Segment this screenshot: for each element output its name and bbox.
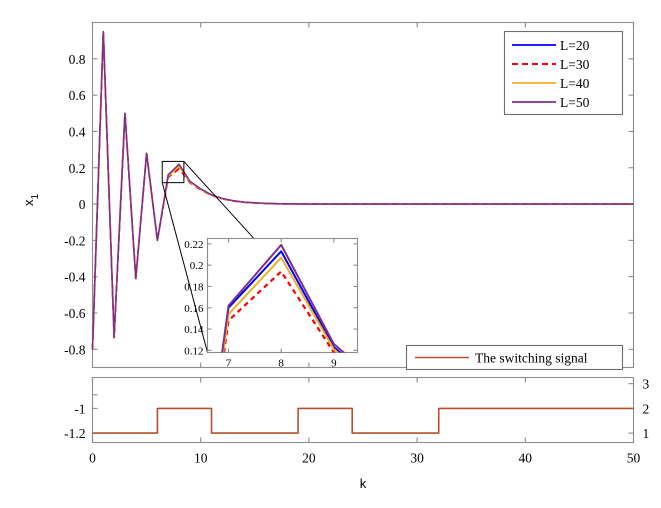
svg-text:x1: x1: [21, 194, 41, 207]
main-axes-frame: [91, 21, 635, 369]
y-axis-label-sub: 1: [30, 194, 41, 200]
main-y-tick-label: -0.4: [64, 270, 86, 285]
magnifier-source-box: [161, 160, 185, 184]
switching-left-tick-labels: -1 -1.2: [64, 401, 85, 441]
switching-right-tick-label: 3: [643, 377, 650, 392]
main-y-tick-label: -0.8: [64, 342, 86, 357]
main-y-tick-labels: 0.8 0.6 0.4 0.2 0 -0.2 -0.4 -0.6 -0.8: [64, 52, 86, 358]
inset-y-tick-label: 0.16: [184, 303, 204, 315]
main-y-axis-label: x1: [21, 194, 41, 207]
main-legend-entries: L=20 L=30 L=40 L=50: [512, 38, 590, 110]
inset-y-tick-label: 0.14: [184, 324, 204, 336]
inset-y-tick-label: 0.22: [184, 239, 203, 251]
switching-right-tick-label: 2: [643, 401, 650, 416]
inset-y-tick-label: 0.18: [184, 281, 204, 293]
switching-x-tick-label: 40: [519, 451, 533, 466]
main-y-tick-label: 0.8: [69, 52, 86, 67]
legend-label-l-50: L=50: [560, 95, 590, 110]
inset-x-tick-label: 8: [278, 358, 284, 370]
inset-x-tick-label: 9: [331, 358, 337, 370]
switching-axes-frame: [91, 376, 635, 444]
switching-right-tick-labels: 1 2 3: [643, 377, 650, 441]
main-legend[interactable]: L=20 L=30 L=40 L=50: [503, 30, 624, 116]
legend-label-l-30: L=30: [560, 57, 590, 72]
main-series-l-50: [91, 30, 634, 350]
switching-left-tick-label: -1.2: [64, 426, 85, 441]
switching-x-tick-labels: 0 10 20 30 40 50: [89, 451, 640, 466]
y-axis-label-base: x: [21, 199, 36, 206]
main-axes: 0.8 0.6 0.4 0.2 0 -0.2 -0.4 -0.6 -0.8: [64, 21, 635, 369]
switching-x-tick-label: 0: [89, 451, 96, 466]
switching-left-tick-label: -1: [74, 401, 85, 416]
inset-axes-frame: [206, 237, 359, 354]
switching-x-tick-label: 30: [410, 451, 424, 466]
switching-x-tick-label: 20: [302, 451, 316, 466]
switching-x-tick-label: 50: [627, 451, 641, 466]
main-y-tick-label: 0.4: [69, 124, 86, 139]
legend-label-l-20: L=20: [560, 38, 590, 53]
legend-label-l-40: L=40: [560, 76, 590, 91]
x-axis-label: k: [360, 476, 367, 491]
inset-x-tick-labels: 7 8 9: [226, 358, 337, 370]
main-y-tick-label: -0.2: [64, 233, 85, 248]
main-y-tick-label: 0: [79, 197, 86, 212]
main-series-group: [91, 30, 634, 350]
magnifier-connector-left: [161, 182, 208, 353]
switching-x-tick-label: 10: [194, 451, 208, 466]
main-y-tick-label: -0.6: [64, 306, 86, 321]
switching-right-tick-label: 1: [643, 426, 650, 441]
main-y-tick-label: 0.2: [69, 161, 86, 176]
switching-legend[interactable]: The switching signal: [405, 344, 624, 371]
inset-x-tick-label: 7: [226, 358, 232, 370]
switching-signal-line: [92, 407, 634, 434]
switching-axes: -1 -1.2 1 2 3 0 10 20 30 40 50: [64, 377, 649, 466]
main-y-tick-label: 0.6: [69, 88, 86, 103]
inset-y-tick-label: 0.12: [184, 345, 203, 357]
switching-legend-label: The switching signal: [475, 351, 588, 366]
inset-y-tick-labels: 0.12 0.14 0.16 0.18 0.2 0.22: [184, 239, 204, 358]
inset-y-tick-label: 0.2: [190, 260, 204, 272]
